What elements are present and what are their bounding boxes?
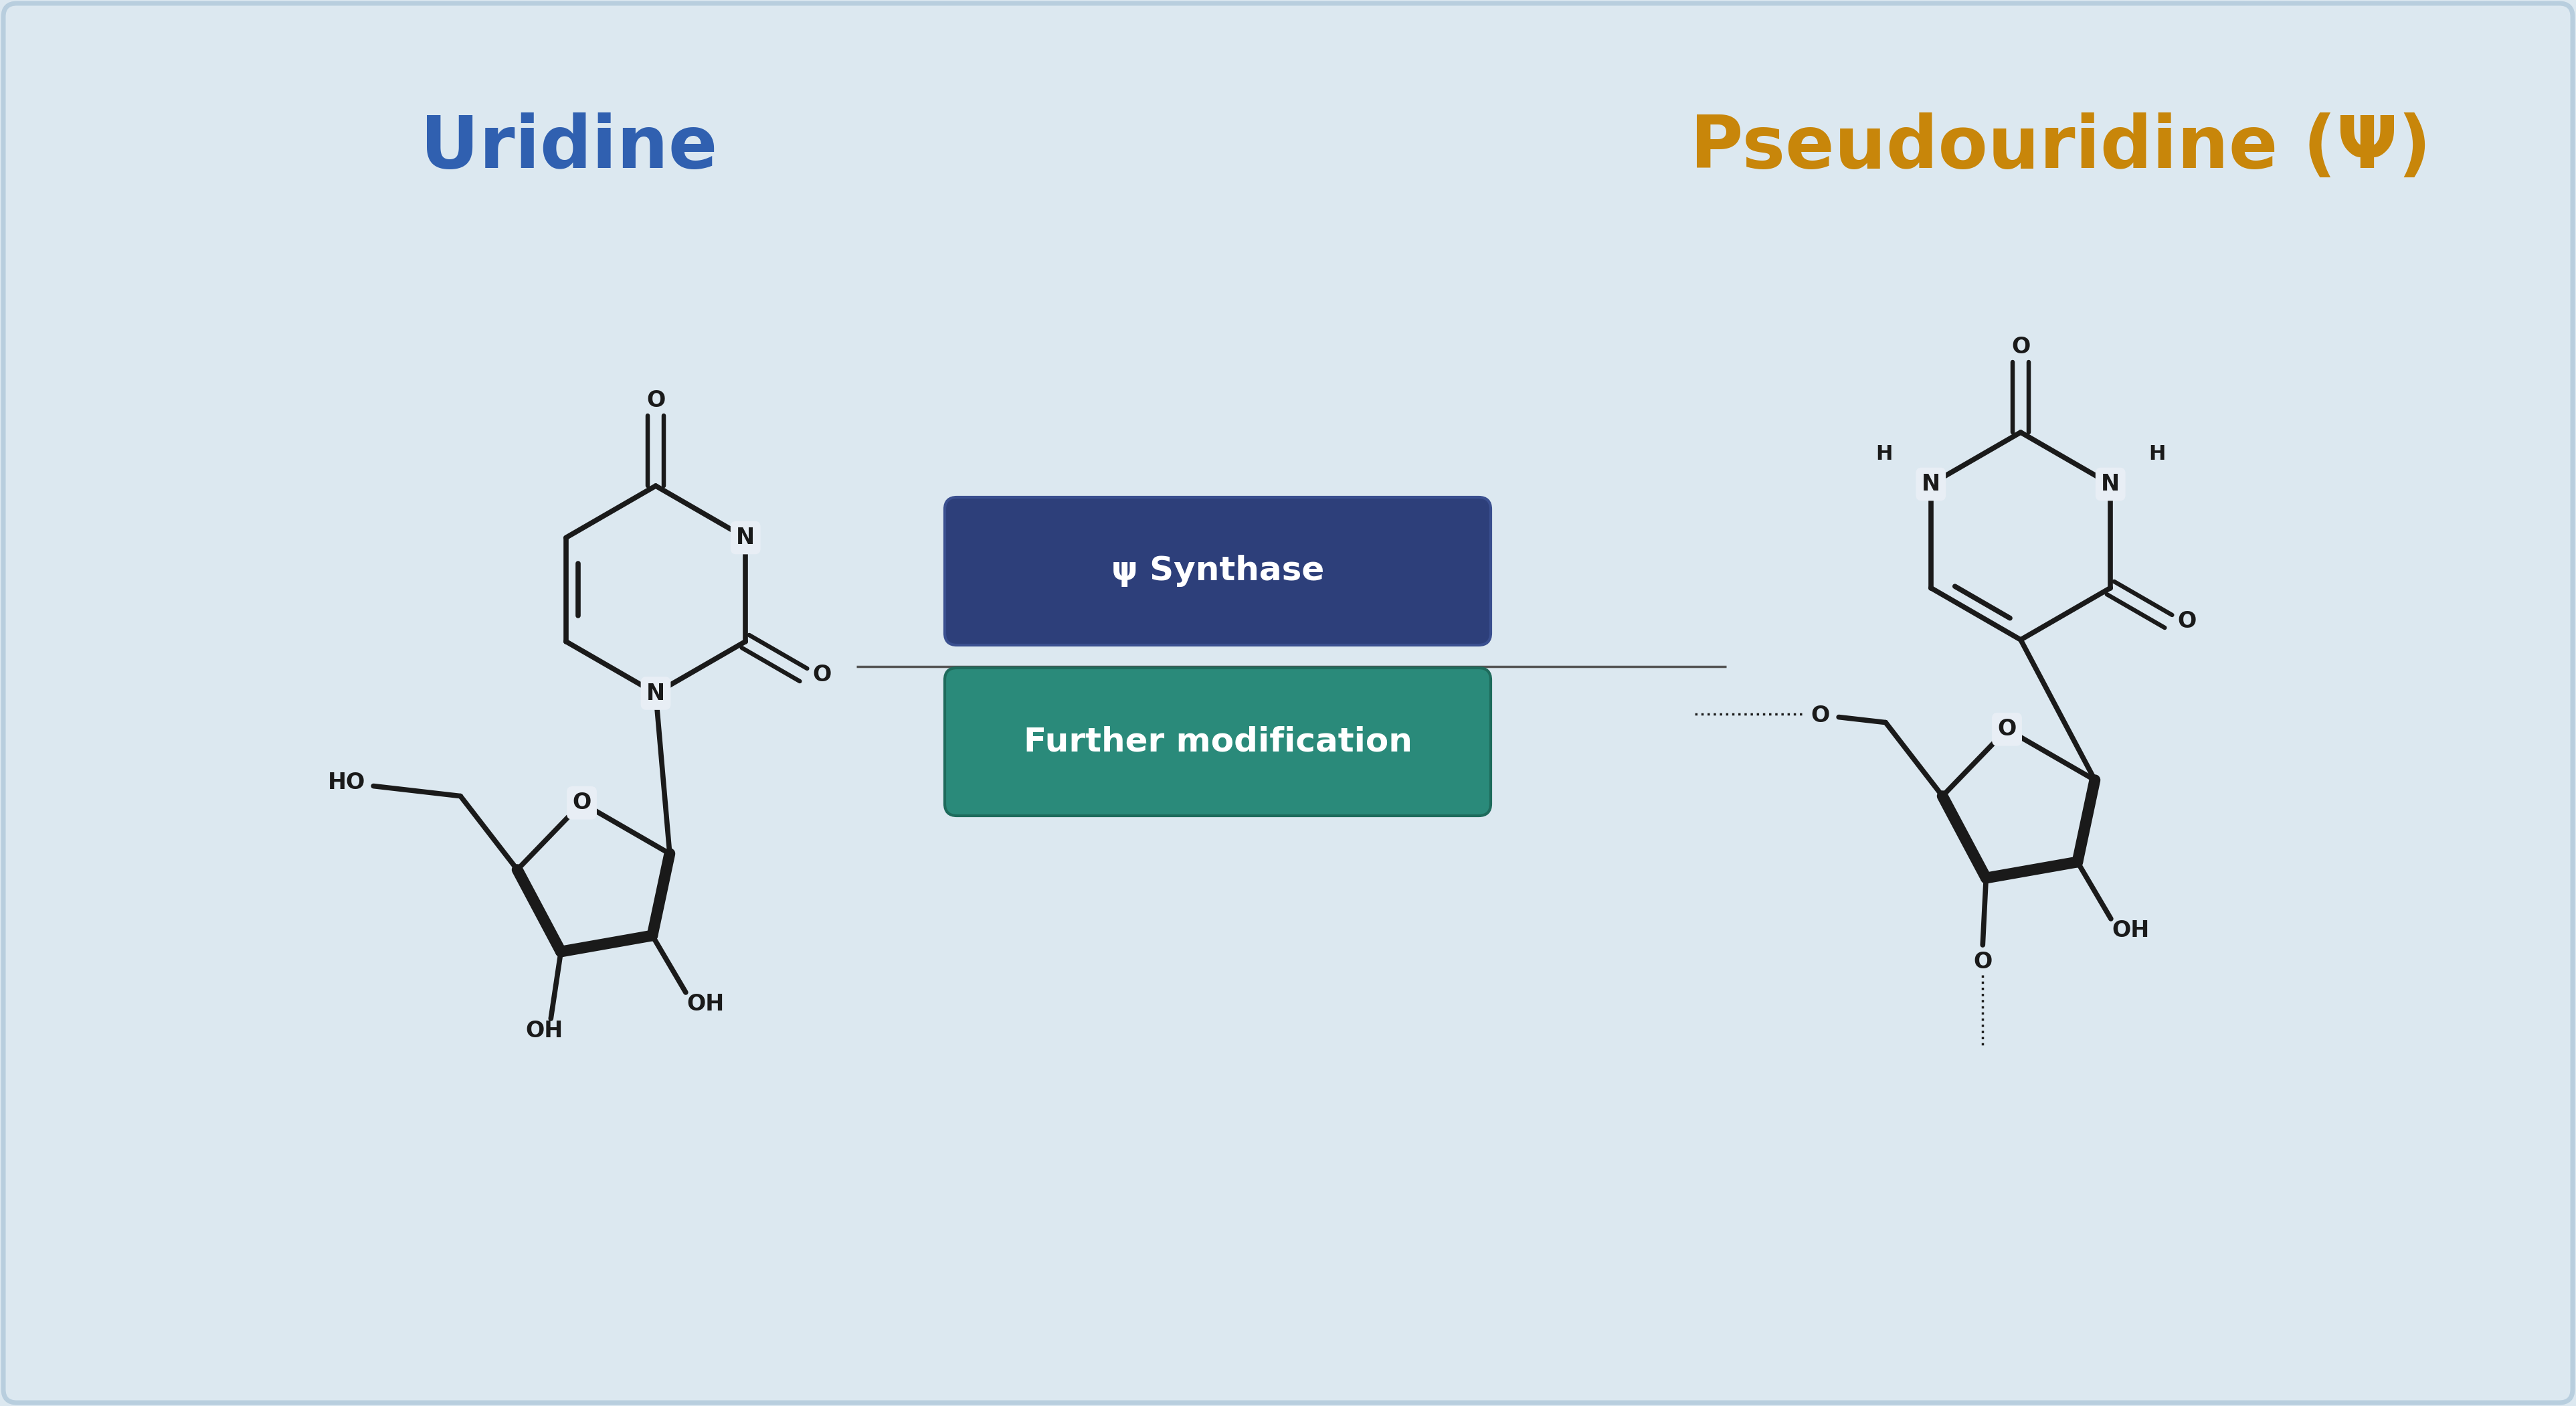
- FancyBboxPatch shape: [945, 498, 1492, 645]
- Text: O: O: [1996, 718, 2017, 741]
- Text: N: N: [647, 682, 665, 704]
- Text: O: O: [2177, 610, 2197, 633]
- FancyBboxPatch shape: [3, 3, 2573, 1403]
- Text: OH: OH: [2112, 920, 2151, 942]
- FancyBboxPatch shape: [945, 668, 1492, 815]
- Text: OH: OH: [688, 994, 724, 1015]
- Text: OH: OH: [526, 1019, 564, 1042]
- Text: O: O: [647, 389, 665, 412]
- Text: O: O: [2012, 336, 2030, 359]
- Text: N: N: [737, 527, 755, 548]
- Text: N: N: [1922, 474, 1940, 495]
- Text: HO: HO: [327, 772, 366, 794]
- Text: ψ Synthase: ψ Synthase: [1110, 555, 1324, 588]
- Text: Uridine: Uridine: [420, 112, 716, 183]
- Text: O: O: [814, 664, 832, 686]
- Text: O: O: [1973, 950, 1991, 973]
- Text: O: O: [1811, 704, 1829, 727]
- Text: H: H: [1875, 444, 1893, 464]
- Text: Pseudouridine (Ψ): Pseudouridine (Ψ): [1690, 112, 2432, 183]
- Text: H: H: [2148, 444, 2166, 464]
- Text: O: O: [572, 792, 592, 814]
- Text: Further modification: Further modification: [1023, 725, 1412, 758]
- Text: N: N: [2102, 474, 2120, 495]
